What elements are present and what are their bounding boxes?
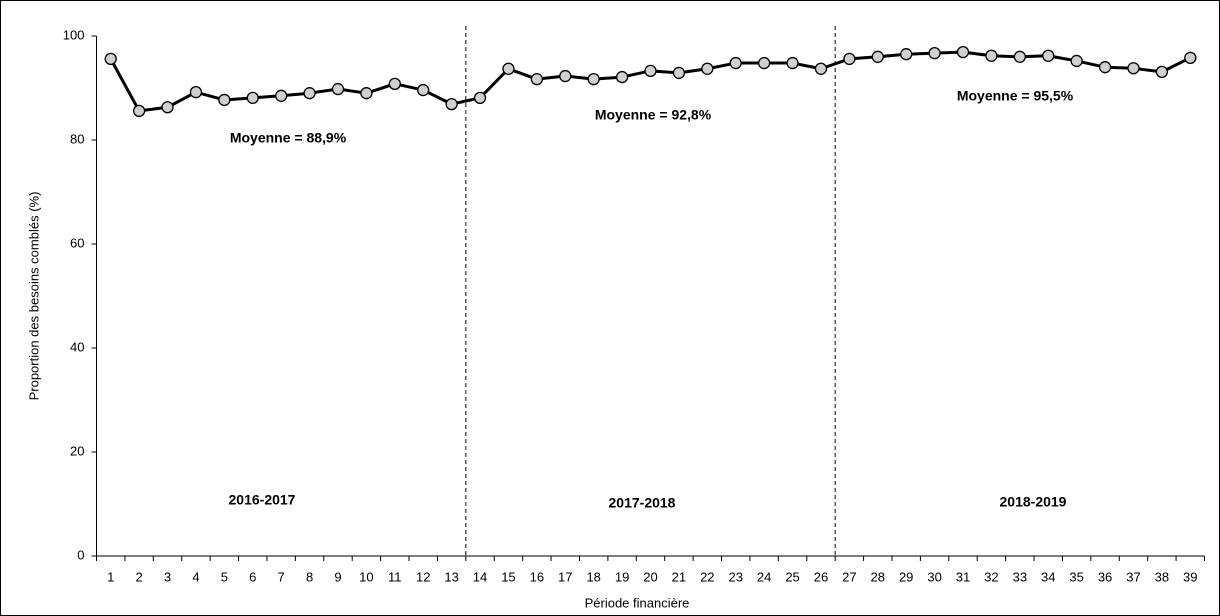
x-tick-label: 2 bbox=[135, 569, 142, 584]
x-tick-label: 20 bbox=[643, 569, 657, 584]
x-tick-label: 18 bbox=[586, 569, 600, 584]
x-tick-label: 24 bbox=[757, 569, 771, 584]
x-tick-label: 37 bbox=[1126, 569, 1140, 584]
point bbox=[587, 73, 600, 86]
x-tick-label: 14 bbox=[473, 569, 487, 584]
point bbox=[530, 73, 544, 86]
point bbox=[275, 89, 288, 102]
x-tick-label: 1 bbox=[107, 569, 114, 584]
x-tick-label: 11 bbox=[388, 569, 402, 584]
point bbox=[246, 91, 259, 105]
x-tick-label: 26 bbox=[814, 569, 828, 584]
x-tick-label: 21 bbox=[672, 569, 686, 584]
x-tick-label: 22 bbox=[700, 569, 714, 584]
y-tick-label: 0 bbox=[77, 547, 84, 562]
point bbox=[388, 77, 401, 90]
x-tick-label: 17 bbox=[558, 569, 572, 584]
point bbox=[1184, 51, 1197, 64]
x-tick-label: 6 bbox=[249, 569, 256, 584]
x-tick-label: 4 bbox=[192, 569, 199, 584]
annotation: Moyenne = 95,5% bbox=[957, 88, 1074, 104]
point bbox=[473, 91, 487, 105]
point bbox=[104, 52, 117, 66]
x-tick-label: 7 bbox=[278, 569, 285, 584]
x-tick-label: 23 bbox=[728, 569, 742, 584]
point bbox=[900, 48, 913, 61]
point bbox=[757, 56, 771, 70]
point bbox=[161, 101, 174, 114]
x-tick-label: 32 bbox=[984, 569, 998, 584]
x-tick-label: 15 bbox=[501, 569, 515, 584]
y-tick-label: 100 bbox=[63, 27, 85, 42]
point bbox=[1013, 50, 1026, 63]
x-tick-label: 10 bbox=[359, 569, 373, 584]
y-tick-label: 40 bbox=[70, 339, 84, 354]
point bbox=[559, 69, 572, 83]
point bbox=[218, 93, 231, 107]
point bbox=[502, 62, 515, 75]
x-tick-label: 16 bbox=[530, 569, 544, 584]
point bbox=[445, 97, 458, 111]
y-tick-label: 80 bbox=[70, 131, 84, 146]
point bbox=[729, 56, 742, 70]
point bbox=[1070, 54, 1083, 68]
x-tick-label: 38 bbox=[1155, 569, 1169, 584]
point bbox=[331, 82, 345, 96]
x-tick-label: 31 bbox=[956, 569, 970, 584]
x-tick-label: 36 bbox=[1098, 569, 1112, 584]
point bbox=[644, 64, 657, 77]
point bbox=[1127, 62, 1140, 75]
point bbox=[985, 49, 998, 62]
y-tick-label: 60 bbox=[70, 235, 84, 250]
x-axis-title: Période financière bbox=[585, 595, 690, 610]
x-tick-label: 35 bbox=[1069, 569, 1083, 584]
y-tick-label: 20 bbox=[70, 443, 84, 458]
point bbox=[1155, 65, 1169, 79]
point bbox=[843, 52, 856, 66]
y-axis-title: Proportion des besoins comblés (%) bbox=[26, 192, 41, 401]
point bbox=[303, 87, 316, 100]
x-tick-label: 39 bbox=[1183, 569, 1197, 584]
point bbox=[360, 87, 373, 100]
point bbox=[1042, 49, 1055, 62]
x-tick-label: 19 bbox=[615, 569, 629, 584]
x-tick-label: 9 bbox=[334, 569, 341, 584]
x-tick-label: 33 bbox=[1013, 569, 1027, 584]
annotation: 2016-2017 bbox=[229, 492, 296, 508]
x-tick-label: 5 bbox=[221, 569, 228, 584]
annotation: 2018-2019 bbox=[1000, 494, 1067, 510]
x-tick-label: 12 bbox=[416, 569, 430, 584]
point bbox=[871, 50, 884, 63]
x-tick-label: 30 bbox=[927, 569, 941, 584]
point bbox=[672, 66, 686, 80]
x-tick-label: 25 bbox=[785, 569, 799, 584]
point bbox=[814, 62, 828, 75]
point bbox=[928, 47, 941, 60]
point bbox=[786, 56, 799, 70]
x-tick-label: 28 bbox=[871, 569, 885, 584]
x-tick-label: 8 bbox=[306, 569, 313, 584]
point bbox=[1098, 61, 1112, 74]
x-tick-label: 29 bbox=[899, 569, 913, 584]
point bbox=[132, 104, 146, 118]
point bbox=[701, 62, 714, 75]
x-tick-label: 27 bbox=[842, 569, 856, 584]
annotation: Moyenne = 92,8% bbox=[595, 107, 712, 123]
point bbox=[417, 83, 430, 97]
x-tick-label: 3 bbox=[164, 569, 171, 584]
annotation: 2017-2018 bbox=[609, 495, 676, 511]
x-tick-label: 34 bbox=[1041, 569, 1055, 584]
point bbox=[956, 45, 970, 59]
point bbox=[189, 86, 203, 99]
point bbox=[615, 70, 629, 84]
x-tick-label: 13 bbox=[444, 569, 458, 584]
annotation: Moyenne = 88,9% bbox=[230, 130, 347, 146]
